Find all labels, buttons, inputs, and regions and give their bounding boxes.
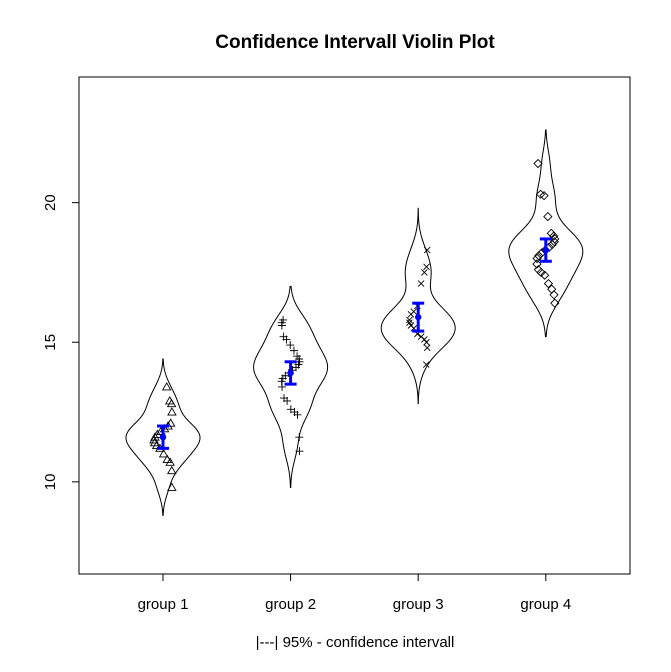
plus-point — [289, 346, 298, 355]
data-points — [149, 158, 560, 491]
diamond-point — [543, 211, 553, 222]
diamond-point — [549, 290, 559, 300]
triangle-point — [166, 398, 177, 408]
violin-shape — [380, 207, 456, 405]
y-tick-label: 10 — [42, 474, 59, 491]
ci-mean-point — [542, 246, 549, 254]
cross-point — [423, 246, 431, 254]
cross-point — [417, 280, 425, 287]
x-tick-label: group 1 — [138, 596, 189, 613]
violins — [125, 129, 584, 516]
violin-shape — [253, 285, 329, 488]
diamond-point — [532, 259, 542, 269]
plus-point — [277, 321, 286, 330]
diamond-point — [533, 158, 543, 169]
triangle-point — [161, 382, 172, 391]
plus-point — [286, 341, 295, 350]
x-axis-label: |---| 95% - confidence intervall — [256, 634, 455, 651]
cross-point — [423, 344, 431, 352]
ci-mean-point — [415, 313, 422, 321]
y-axis: 10 15 20 — [42, 194, 80, 491]
x-axis: group 1 group 2 group 3 group 4 — [138, 574, 571, 613]
plus-point — [282, 335, 291, 344]
triangle-point — [167, 482, 177, 491]
plus-point — [293, 410, 302, 419]
triangle-point — [149, 435, 159, 444]
cross-point — [407, 311, 415, 318]
violin-shape — [125, 358, 201, 516]
plus-point — [278, 382, 287, 391]
triangle-point — [158, 449, 169, 458]
x-tick-label: group 4 — [520, 596, 571, 613]
diamond-point — [550, 298, 560, 308]
chart-title: Confidence Intervall Violin Plot — [215, 32, 495, 53]
cross-point — [421, 336, 428, 343]
y-tick-label: 20 — [42, 194, 59, 211]
diamond-point — [536, 267, 546, 278]
diamond-point — [539, 191, 549, 201]
ci-mean-point — [159, 433, 167, 441]
diamond-point — [540, 270, 550, 280]
diamond-point — [535, 189, 546, 199]
cross-point — [423, 263, 430, 271]
triangle-point — [167, 407, 177, 416]
plus-point — [283, 396, 292, 405]
violin-shape — [508, 129, 584, 338]
cross-point — [421, 269, 428, 276]
diamond-point — [534, 251, 544, 261]
diamond-point — [532, 253, 542, 264]
cross-point — [423, 338, 430, 346]
triangle-point — [166, 465, 177, 475]
ci-mean-point — [287, 369, 294, 377]
plus-point — [295, 447, 304, 456]
cross-point — [422, 361, 430, 368]
diamond-point — [549, 231, 559, 241]
diamond-point — [547, 284, 557, 294]
triangle-point — [151, 440, 162, 450]
x-tick-label: group 3 — [393, 596, 444, 613]
x-tick-label: group 2 — [265, 596, 316, 613]
y-tick-label: 15 — [42, 334, 59, 351]
triangle-point — [165, 457, 175, 466]
confidence-intervals — [157, 237, 552, 450]
diamond-point — [543, 278, 554, 289]
plus-point — [295, 433, 304, 442]
cross-point — [406, 316, 413, 324]
